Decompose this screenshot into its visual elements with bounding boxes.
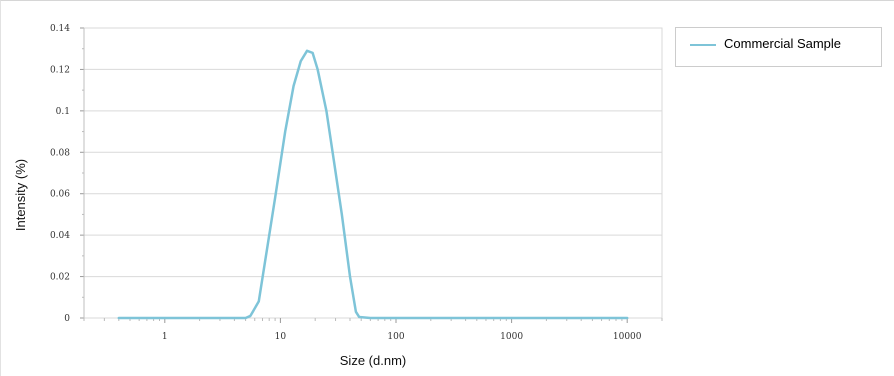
y-tick-labels: 0 0.02 0.04 0.06 0.08 0.1 0.12 0.14 [50, 24, 70, 324]
y-tick-label: 0.04 [50, 231, 70, 241]
gridlines [84, 27, 662, 278]
y-axis-title: Intensity (%) [13, 159, 28, 231]
y-tick-label: 0.14 [50, 24, 70, 34]
legend: Commercial Sample [675, 27, 882, 67]
y-tick-label: 0.1 [56, 107, 70, 117]
y-tick-label: 0.08 [50, 148, 70, 158]
series-group [117, 49, 629, 320]
x-tick-label: 1000 [500, 332, 523, 342]
x-tick-labels: 1 10 100 1000 10000 [162, 332, 642, 342]
y-tick-label: 0.12 [50, 65, 70, 75]
y-tick-label: 0 [64, 314, 70, 324]
x-tick-label: 100 [387, 332, 404, 342]
y-tick-label: 0.06 [50, 190, 70, 200]
legend-label: Commercial Sample [724, 36, 842, 51]
x-axis-title: Size (d.nm) [340, 353, 406, 368]
y-tick-label: 0.02 [50, 273, 70, 283]
x-tick-label: 10000 [613, 332, 642, 342]
x-tick-label: 10 [275, 332, 287, 342]
plot-area [83, 27, 663, 319]
x-tick-label: 1 [162, 332, 168, 342]
series-line-0 [117, 49, 629, 320]
legend-swatch [690, 44, 716, 46]
